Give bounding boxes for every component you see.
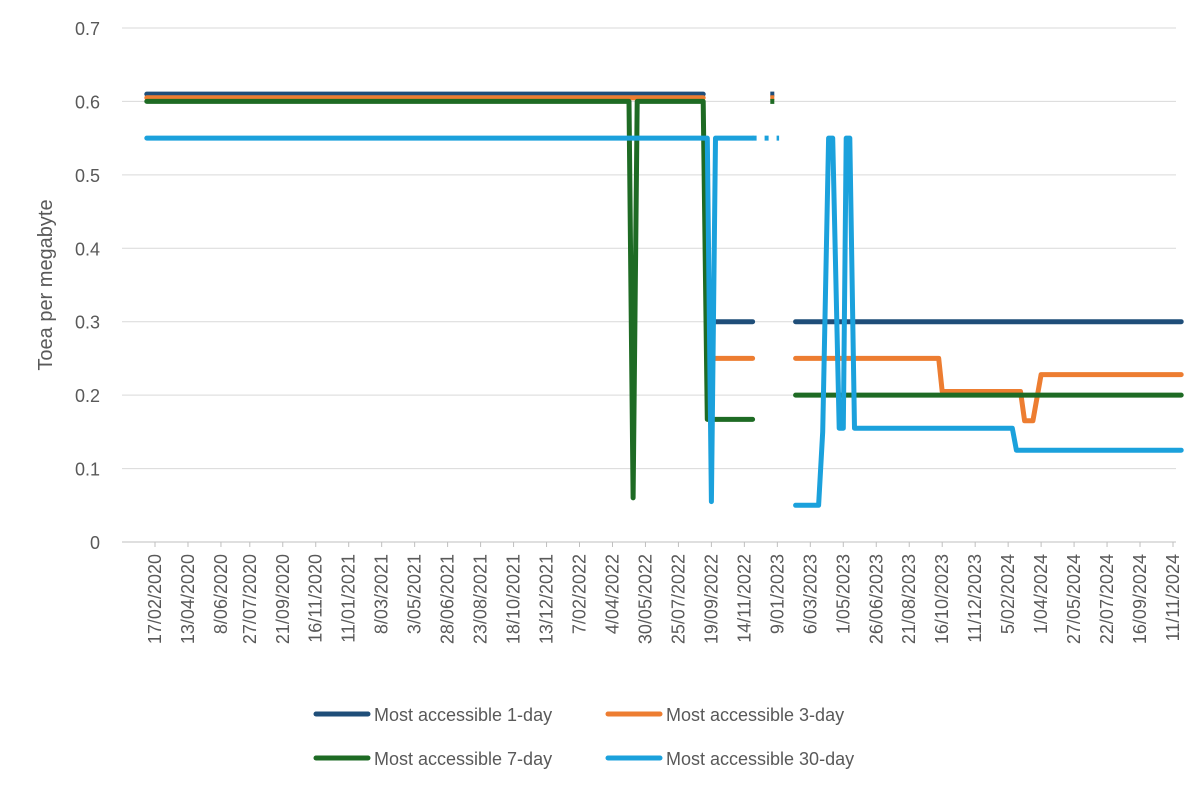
x-tick-label: 28/06/2021 <box>438 554 458 644</box>
series-3-line <box>144 98 1184 501</box>
x-tick-label: 1/04/2024 <box>1031 554 1051 634</box>
x-tick-label: 11/01/2021 <box>339 554 359 643</box>
y-tick-label: 0 <box>90 533 100 553</box>
x-tick-label: 4/04/2022 <box>602 554 622 634</box>
x-tick-label: 19/09/2022 <box>701 554 721 644</box>
x-tick-label: 8/06/2020 <box>211 554 231 634</box>
y-tick-label: 0.7 <box>75 19 100 39</box>
x-tick-label: 14/11/2022 <box>734 554 754 643</box>
series-2-line <box>144 95 1184 424</box>
x-tick-label: 11/12/2023 <box>965 554 985 643</box>
x-tick-label: 13/04/2020 <box>178 554 198 644</box>
x-tick-label: 25/07/2022 <box>668 554 688 644</box>
legend-label: Most accessible 3-day <box>666 705 844 725</box>
x-tick-label: 23/08/2021 <box>471 554 491 644</box>
x-tick-label: 3/05/2021 <box>405 554 425 634</box>
legend: Most accessible 1-day Most accessible 3-d… <box>313 705 854 769</box>
x-tick-label: 16/09/2024 <box>1130 554 1150 644</box>
x-tick-label: 6/03/2023 <box>800 554 820 634</box>
legend-label: Most accessible 1-day <box>374 705 552 725</box>
legend-label: Most accessible 30-day <box>666 749 854 769</box>
x-axis-ticks: 17/02/2020 13/04/2020 8/06/2020 27/07/2020 2… <box>145 542 1183 644</box>
series-4-line <box>144 135 1184 508</box>
x-tick-label: 27/07/2020 <box>240 554 260 644</box>
x-tick-label: 13/12/2021 <box>537 554 557 644</box>
series-lines <box>144 91 1184 508</box>
series-segment <box>144 135 756 505</box>
y-tick-label: 0.1 <box>75 460 100 480</box>
x-tick-label: 8/03/2021 <box>372 554 392 634</box>
legend-label: Most accessible 7-day <box>374 749 552 769</box>
y-tick-label: 0.6 <box>75 92 100 112</box>
x-tick-label: 21/09/2020 <box>273 554 293 644</box>
x-tick-label: 5/02/2024 <box>998 554 1018 634</box>
x-tick-label: 22/07/2024 <box>1097 554 1117 644</box>
x-tick-label: 27/05/2024 <box>1064 554 1084 644</box>
y-tick-label: 0.5 <box>75 166 100 186</box>
x-tick-label: 21/08/2023 <box>899 554 919 644</box>
y-tick-label: 0.4 <box>75 239 100 259</box>
x-tick-label: 11/11/2024 <box>1163 554 1183 641</box>
x-tick-label: 16/10/2023 <box>932 554 952 644</box>
series-segment <box>793 355 1184 424</box>
x-tick-label: 16/11/2020 <box>306 554 326 643</box>
y-tick-label: 0.3 <box>75 313 100 333</box>
y-tick-label: 0.2 <box>75 386 100 406</box>
series-segment <box>793 135 1184 508</box>
x-tick-label: 17/02/2020 <box>145 554 165 644</box>
x-tick-label: 1/05/2023 <box>833 554 853 634</box>
x-tick-label: 26/06/2023 <box>866 554 886 644</box>
series-1-line <box>144 91 1184 325</box>
y-axis-ticks: 0 0.1 0.2 0.3 0.4 0.5 0.6 0.7 <box>75 19 100 553</box>
x-tick-label: 9/01/2023 <box>767 554 787 634</box>
x-tick-label: 7/02/2022 <box>570 554 590 634</box>
x-tick-label: 30/05/2022 <box>635 554 655 644</box>
series-segment <box>144 98 756 501</box>
x-tick-label: 18/10/2021 <box>504 554 524 644</box>
gridlines <box>122 27 1176 543</box>
y-axis-title: Toea per megabyte <box>35 199 57 370</box>
